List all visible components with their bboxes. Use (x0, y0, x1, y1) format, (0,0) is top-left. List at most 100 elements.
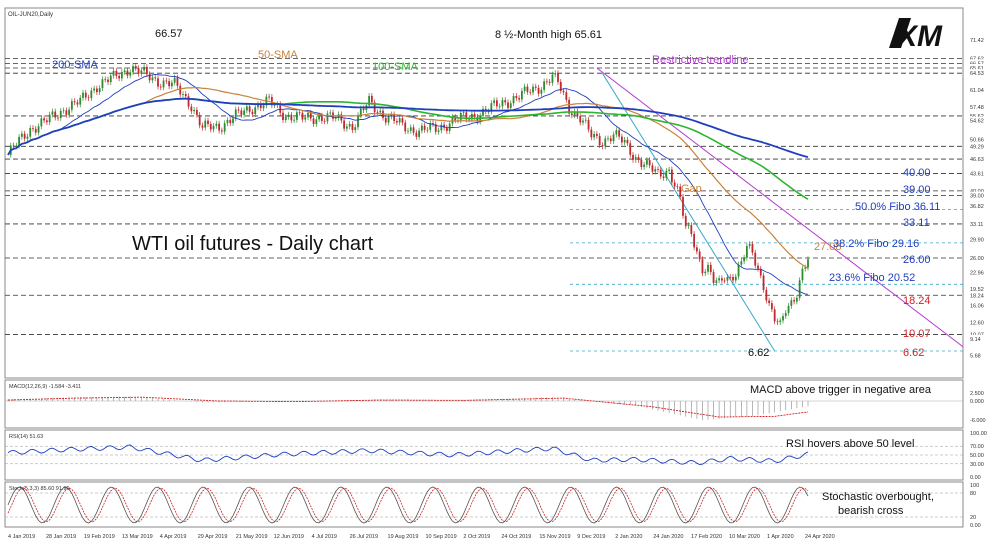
candle (654, 169, 657, 172)
ma-fast-line (7, 73, 809, 295)
candle (179, 85, 182, 95)
candle (112, 70, 115, 76)
level-label-1824: 18.24 (903, 295, 931, 307)
stoch-k-line (7, 486, 809, 524)
candle (73, 101, 76, 103)
candle (129, 72, 132, 76)
candle (701, 259, 704, 274)
x-label-20: 1 Apr 2020 (767, 534, 794, 540)
candle (162, 80, 165, 88)
candle (245, 106, 248, 111)
candle (140, 70, 143, 74)
candle (420, 125, 423, 131)
x-label-14: 15 Nov 2019 (539, 534, 570, 540)
candle (307, 112, 309, 118)
candle (93, 88, 96, 91)
price-tick-bg (966, 64, 994, 72)
candle (529, 91, 532, 93)
candle (104, 79, 107, 81)
candle (532, 86, 534, 93)
rsi-tick-4: 0.00 (970, 475, 981, 481)
macd-note: MACD above trigger in negative area (750, 384, 932, 396)
annotation-restrictive: Restrictive trendline (652, 54, 749, 66)
stoch-d-line (7, 487, 809, 523)
candle (79, 97, 82, 105)
candle (451, 116, 454, 124)
price-tick-bg (966, 235, 994, 244)
candle (34, 128, 37, 133)
candle (773, 309, 776, 322)
candle (423, 125, 426, 130)
candle (40, 118, 43, 127)
candle (695, 247, 698, 252)
candle (693, 233, 696, 248)
candle (284, 116, 287, 121)
level-label-39: 39.00 (903, 184, 931, 196)
macd-tick-1: 0.000 (970, 399, 984, 405)
candle (168, 81, 171, 87)
annotation-sma100: 100-SMA (372, 61, 419, 73)
candle (609, 138, 612, 142)
candle (568, 99, 571, 114)
candle (137, 68, 140, 74)
candle (537, 87, 540, 94)
candle (757, 265, 759, 269)
candle (793, 300, 796, 302)
candle (429, 123, 432, 130)
candle (534, 86, 537, 88)
candle (90, 90, 93, 99)
candle (590, 129, 593, 138)
x-label-19: 10 Mar 2020 (729, 534, 760, 540)
candle (12, 145, 15, 147)
candle (323, 120, 326, 122)
x-label-5: 29 Apr 2019 (198, 534, 228, 540)
annotation-gap: Gap (681, 183, 702, 195)
candle (398, 118, 401, 123)
level-label-40: 40.00 (903, 167, 931, 179)
candle (209, 123, 212, 130)
candle (790, 300, 793, 306)
x-label-7: 12 Jun 2019 (274, 534, 304, 540)
candle (445, 127, 448, 131)
price-tick-22: 16.06 (970, 304, 984, 310)
candle (759, 268, 762, 276)
x-label-17: 24 Jan 2020 (653, 534, 683, 540)
candle (518, 98, 521, 100)
price-tick-bg (966, 135, 994, 144)
candle (745, 245, 748, 258)
rsi-label: RSI(14) 51.63 (9, 434, 43, 440)
candle (412, 127, 415, 133)
candle (762, 275, 765, 290)
stoch-tick-1: 80 (970, 491, 976, 497)
candle (70, 101, 73, 110)
level-label-26: 26.00 (903, 254, 931, 266)
x-label-6: 21 May 2019 (236, 534, 268, 540)
annotation-sma200: 200-SMA (52, 59, 99, 71)
price-tick-14: 39.00 (970, 194, 984, 200)
candle (576, 111, 579, 117)
macd-panel (4, 379, 964, 429)
candle (765, 289, 768, 301)
candle (587, 119, 590, 130)
candle (287, 114, 290, 117)
candle (426, 129, 429, 131)
price-tick-bg (966, 219, 994, 228)
candle (768, 300, 771, 304)
price-tick-bg (966, 169, 994, 178)
candle (482, 108, 484, 116)
candle (132, 66, 134, 73)
candle (632, 154, 634, 160)
stoch-tick-3: 0.00 (970, 523, 981, 529)
candle (626, 139, 629, 144)
candle (145, 66, 148, 75)
candle (665, 170, 668, 178)
candle (18, 136, 21, 146)
candle (101, 79, 104, 89)
x-label-16: 2 Jan 2020 (615, 534, 642, 540)
level-label-3311: 33.11 (903, 217, 930, 229)
candle (165, 80, 168, 82)
candle (243, 110, 246, 115)
candle (229, 119, 232, 124)
candle (651, 165, 654, 172)
candle (123, 70, 126, 73)
